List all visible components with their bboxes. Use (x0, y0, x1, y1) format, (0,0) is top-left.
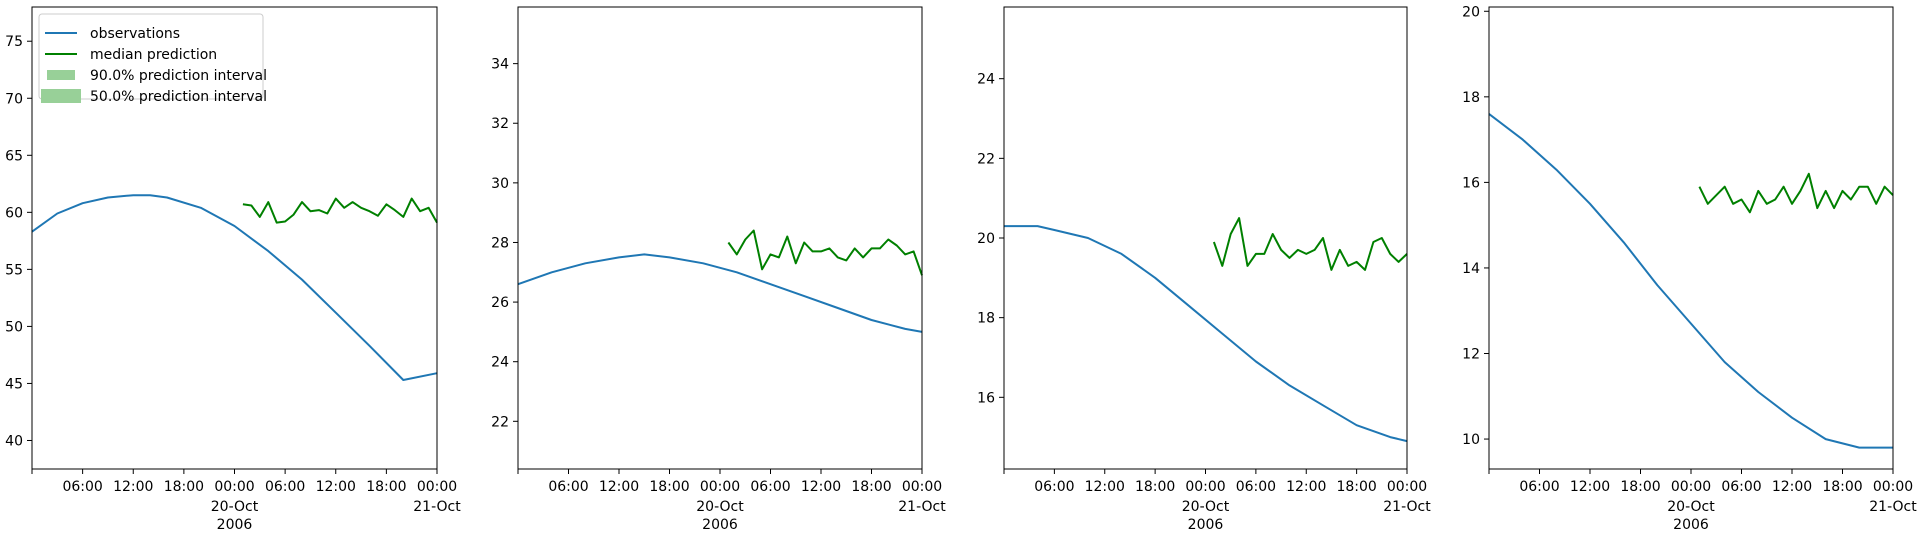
y-tick-label: 14 (1462, 261, 1480, 277)
y-tick-label: 75 (5, 34, 23, 50)
x-date-label: 20-Oct (211, 499, 259, 515)
observations-line-2 (517, 253, 923, 333)
x-date-label: 21-Oct (1383, 499, 1431, 515)
legend-label: median prediction (90, 47, 217, 63)
x-tick-label: 18:00 (1336, 479, 1376, 495)
legend-swatch-patch (41, 89, 81, 103)
x-tick-label: 06:00 (1034, 479, 1074, 495)
y-tick-label: 65 (5, 148, 23, 164)
x-tick-label: 12:00 (599, 479, 639, 495)
x-tick-label: 18:00 (164, 479, 204, 495)
plot-frame-4 (1488, 6, 1894, 470)
y-tick-label: 40 (5, 433, 23, 449)
x-date-label: 2006 (702, 517, 738, 530)
x-tick-label: 12:00 (1286, 479, 1326, 495)
y-tick-label: 60 (5, 205, 23, 221)
legend-label: 50.0% prediction interval (90, 89, 267, 105)
x-tick-label: 00:00 (1387, 479, 1427, 495)
legend-swatch-patch (47, 70, 75, 80)
x-date-label: 2006 (217, 517, 253, 530)
x-tick-label: 12:00 (1772, 479, 1812, 495)
y-tick-label: 24 (977, 72, 995, 88)
median-prediction-line-3 (1212, 217, 1408, 271)
observations-line-1 (31, 194, 438, 381)
y-tick-label: 16 (1462, 175, 1480, 191)
y-tick-label: 32 (491, 116, 509, 132)
x-tick-label: 18:00 (366, 479, 406, 495)
x-date-label: 2006 (1188, 517, 1224, 530)
x-tick-label: 00:00 (214, 479, 254, 495)
y-tick-label: 70 (5, 91, 23, 107)
x-tick-label: 00:00 (1873, 479, 1913, 495)
x-tick-label: 06:00 (62, 479, 102, 495)
x-tick-label: 06:00 (548, 479, 588, 495)
y-tick-label: 45 (5, 376, 23, 392)
x-tick-label: 00:00 (902, 479, 942, 495)
x-date-label: 2006 (1673, 517, 1709, 530)
plot-frame-2 (517, 6, 923, 470)
x-tick-label: 00:00 (1671, 479, 1711, 495)
y-tick-label: 30 (491, 176, 509, 192)
chart-panel-2: 22 24 26 28 30 32 34 06:00 12:00 18:00 00:00 20-Oct… (491, 6, 946, 533)
x-tick-label: 12:00 (316, 479, 356, 495)
y-tick-label: 20 (1462, 4, 1480, 20)
x-tick-label: 18:00 (649, 479, 689, 495)
observations-line-3 (1004, 225, 1408, 443)
y-tick-label: 12 (1462, 347, 1480, 363)
median-prediction-line-1 (242, 197, 438, 224)
x-tick-label: 18:00 (1620, 479, 1660, 495)
y-tick-label: 10 (1462, 432, 1480, 448)
x-tick-label: 06:00 (265, 479, 305, 495)
chart-panel-3: 16 18 20 22 24 06:00 12:00 18:00 00:00 20-Oct 2006… (977, 6, 1431, 533)
plot-frame-3 (1003, 6, 1408, 470)
x-tick-label: 12:00 (1085, 479, 1125, 495)
median-prediction-line-4 (1698, 172, 1894, 214)
median-prediction-line-2 (727, 229, 923, 276)
chart-panel-4: 10 12 14 16 18 20 06:00 12:00 18:00 00:00 20-Oct 20… (1462, 4, 1917, 533)
y-tick-label: 50 (5, 319, 23, 335)
x-date-label: 20-Oct (1182, 499, 1230, 515)
x-tick-label: 06:00 (1721, 479, 1761, 495)
y-tick-label: 20 (977, 231, 995, 247)
x-tick-label: 06:00 (750, 479, 790, 495)
y-tick-label: 16 (977, 390, 995, 406)
y-tick-label: 22 (977, 151, 995, 167)
y-tick-label: 28 (491, 235, 509, 251)
x-tick-label: 18:00 (1822, 479, 1862, 495)
legend: observations median prediction 90.0% predi… (38, 13, 267, 105)
x-tick-label: 18:00 (851, 479, 891, 495)
chart-panel-1: 40 45 50 55 60 65 70 75 06:00 12:00 18:00 00:00 20-O… (5, 6, 461, 533)
x-date-label: 20-Oct (1667, 499, 1715, 515)
x-tick-label: 12:00 (801, 479, 841, 495)
x-date-label: 21-Oct (898, 499, 946, 515)
legend-box (38, 13, 264, 100)
y-tick-label: 18 (1462, 90, 1480, 106)
x-date-label: 20-Oct (696, 499, 744, 515)
observations-line-4 (1488, 113, 1893, 449)
y-tick-label: 18 (977, 311, 995, 327)
y-tick-label: 22 (491, 414, 509, 430)
y-tick-label: 34 (491, 57, 509, 73)
y-tick-label: 26 (491, 295, 509, 311)
y-tick-label: 55 (5, 262, 23, 278)
x-tick-label: 06:00 (1236, 479, 1276, 495)
y-tick-label: 24 (491, 355, 509, 371)
x-tick-label: 00:00 (700, 479, 740, 495)
x-tick-label: 06:00 (1519, 479, 1559, 495)
x-tick-label: 12:00 (1570, 479, 1610, 495)
x-tick-label: 18:00 (1135, 479, 1175, 495)
legend-label: observations (90, 26, 180, 42)
x-tick-label: 00:00 (1185, 479, 1225, 495)
x-tick-label: 12:00 (113, 479, 153, 495)
x-date-label: 21-Oct (413, 499, 461, 515)
x-tick-label: 00:00 (417, 479, 457, 495)
x-date-label: 21-Oct (1869, 499, 1917, 515)
legend-label: 90.0% prediction interval (90, 68, 267, 84)
